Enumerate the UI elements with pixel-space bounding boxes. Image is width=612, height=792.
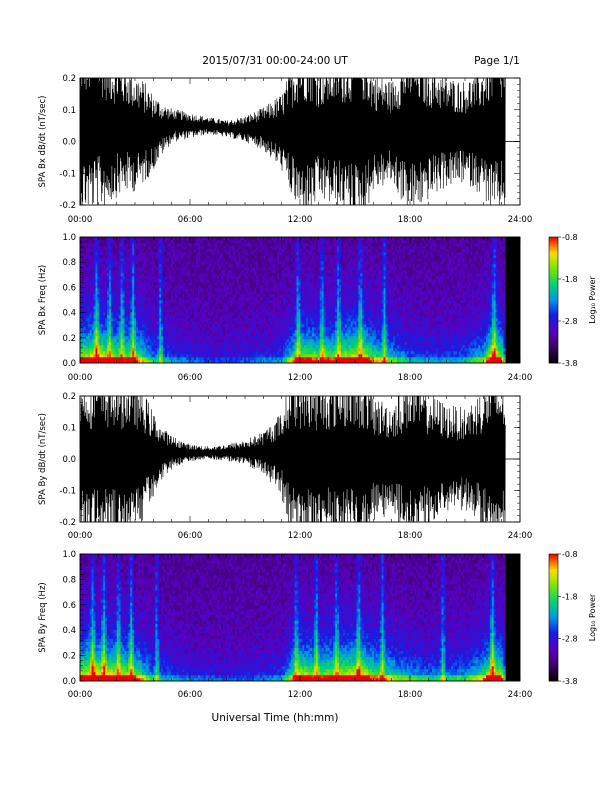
y-tick-label: 0.0 xyxy=(62,138,76,148)
x-tick-label: 24:00 xyxy=(508,531,533,541)
x-axis-label: Universal Time (hh:mm) xyxy=(212,712,339,724)
x-tick-label: 12:00 xyxy=(288,215,313,225)
panel-3: 00:00 06:00 12:00 18:00 24:00 0.2 0.1 0.0 -0.1 -0… xyxy=(38,392,533,541)
x-tick-label: 18:00 xyxy=(398,373,423,383)
panel-1: 00:00 06:00 12:00 18:00 24:00 0.2 0.1 0.0 -0.1 -0… xyxy=(38,74,533,225)
colorbar-tick-label: -0.8 xyxy=(562,233,578,242)
y-tick-label: -0.1 xyxy=(59,487,76,497)
heatmap-cells xyxy=(80,237,506,363)
y-tick-label: 0.1 xyxy=(62,424,76,434)
y-tick-label: 0.8 xyxy=(62,575,76,585)
x-tick-label: 12:00 xyxy=(288,373,313,383)
colorbar-tick-label: -3.8 xyxy=(562,677,578,686)
colorbar-tick-label: -1.8 xyxy=(562,592,578,601)
y-tick-label: -0.2 xyxy=(59,201,76,211)
colorbar: -0.8 -1.8 -2.8 -3.8 Log₁₀ Power xyxy=(548,550,597,686)
panel-4: -0.8 -1.8 -2.8 -3.8 Log₁₀ Power 00:00 06:00 12:… xyxy=(38,550,597,700)
y-tick-label: 0.0 xyxy=(62,359,76,369)
x-tick-label: 24:00 xyxy=(508,690,533,700)
y-tick-label: 0.4 xyxy=(62,309,76,319)
x-tick-label: 00:00 xyxy=(68,373,93,383)
y-tick-label: 0.1 xyxy=(62,106,76,116)
colorbar-label: Log₁₀ Power xyxy=(588,593,597,641)
x-tick-label: 24:00 xyxy=(508,215,533,225)
y-tick-label: 0.2 xyxy=(62,334,76,344)
series-line xyxy=(80,78,506,205)
x-tick-label: 00:00 xyxy=(68,531,93,541)
x-tick-label: 18:00 xyxy=(398,531,423,541)
x-tick-label: 06:00 xyxy=(178,373,203,383)
x-tick-label: 06:00 xyxy=(178,531,203,541)
colorbar-label: Log₁₀ Power xyxy=(588,276,597,324)
colorbar-tick-label: -3.8 xyxy=(562,359,578,368)
colorbar: -0.8 -1.8 -2.8 -3.8 Log₁₀ Power xyxy=(548,233,597,368)
colorbar-tick-label: -1.8 xyxy=(562,275,578,284)
y-tick-label: 0.2 xyxy=(62,74,76,84)
heatmap-cells xyxy=(80,554,506,681)
x-tick-label: 12:00 xyxy=(288,531,313,541)
y-tick-label: 1.0 xyxy=(62,550,76,560)
y-tick-label: 0.6 xyxy=(62,283,76,293)
y-tick-label: 0.0 xyxy=(62,677,76,687)
y-axis-label: SPA Bx Freq (Hz) xyxy=(38,265,48,335)
x-tick-label: 00:00 xyxy=(68,215,93,225)
y-axis-label: SPA By dB/dt (nT/sec) xyxy=(38,413,48,505)
y-tick-label: 1.0 xyxy=(62,233,76,243)
x-tick-label: 12:00 xyxy=(288,690,313,700)
y-tick-label: -0.1 xyxy=(59,169,76,179)
x-tick-label: 18:00 xyxy=(398,215,423,225)
colorbar-tick-label: -0.8 xyxy=(562,550,578,559)
x-tick-label: 00:00 xyxy=(68,690,93,700)
panel-2: -0.8 -1.8 -2.8 -3.8 Log₁₀ Power 00:00 06:00 12:… xyxy=(38,233,597,383)
y-tick-label: 0.0 xyxy=(62,455,76,465)
x-tick-label: 06:00 xyxy=(178,690,203,700)
x-tick-label: 24:00 xyxy=(508,373,533,383)
header-page: Page 1/1 xyxy=(474,55,520,67)
header-date-range: 2015/07/31 00:00-24:00 UT xyxy=(202,55,348,67)
y-tick-label: -0.2 xyxy=(59,518,76,528)
x-tick-label: 06:00 xyxy=(178,215,203,225)
y-tick-label: 0.6 xyxy=(62,601,76,611)
y-tick-label: 0.4 xyxy=(62,626,76,636)
y-tick-label: 0.2 xyxy=(62,652,76,662)
x-tick-label: 18:00 xyxy=(398,690,423,700)
colorbar-tick-label: -2.8 xyxy=(562,317,578,326)
series-line xyxy=(80,396,506,522)
y-axis-label: SPA Bx dB/dt (nT/sec) xyxy=(38,96,48,188)
colorbar-tick-label: -2.8 xyxy=(562,635,578,644)
y-axis-label: SPA By Freq (Hz) xyxy=(38,582,48,652)
y-tick-label: 0.8 xyxy=(62,258,76,268)
y-tick-label: 0.2 xyxy=(62,392,76,402)
